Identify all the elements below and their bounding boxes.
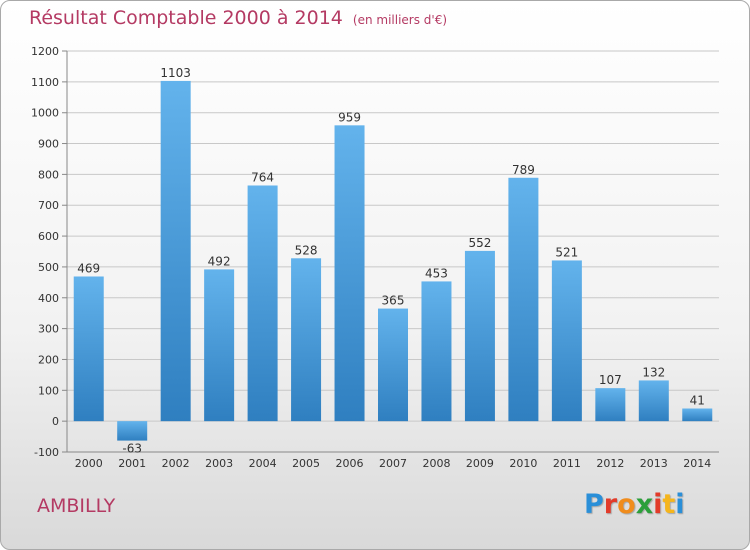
logo-letter: t: [662, 489, 676, 520]
proxiti-logo: Proxiti: [584, 489, 685, 520]
x-tick-label: 2011: [553, 457, 581, 470]
data-label: 365: [382, 294, 405, 308]
x-tick-label: 2003: [205, 457, 233, 470]
data-label: 469: [77, 261, 100, 275]
logo-letter: r: [603, 489, 618, 520]
data-label: 528: [295, 243, 318, 257]
bar: [638, 380, 669, 422]
bar: [464, 250, 495, 422]
bar: [508, 177, 539, 422]
commune-name: AMBILLY: [37, 495, 116, 517]
title-text: Résultat Comptable 2000 à 2014: [29, 7, 343, 29]
bar: [160, 80, 191, 422]
bar: [247, 185, 278, 422]
data-label: 959: [338, 110, 361, 124]
x-tick-label: 2009: [466, 457, 494, 470]
y-tick-label: -100: [34, 446, 59, 459]
logo-letter: i: [675, 489, 685, 520]
data-label: 521: [555, 245, 578, 259]
bar: [291, 258, 322, 422]
logo-letter: i: [653, 489, 663, 520]
chart-title: Résultat Comptable 2000 à 2014 (en millie…: [29, 7, 447, 29]
data-label: 764: [251, 170, 274, 184]
bar: [378, 308, 408, 422]
x-tick-label: 2013: [640, 457, 668, 470]
x-tick-label: 2010: [509, 457, 537, 470]
bar: [595, 388, 626, 422]
x-tick-label: 2008: [422, 457, 450, 470]
logo-letter: o: [617, 489, 636, 520]
title-unit: (en milliers d'€): [352, 13, 448, 27]
bar: [421, 281, 452, 422]
data-label: 107: [599, 373, 622, 387]
bar: [682, 408, 713, 422]
x-tick-label: 2000: [75, 457, 103, 470]
y-tick-label: 600: [38, 230, 59, 243]
x-tick-label: 2002: [162, 457, 190, 470]
data-label: 492: [208, 254, 231, 268]
y-tick-label: 400: [38, 292, 59, 305]
y-tick-label: 700: [38, 199, 59, 212]
x-tick-label: 2014: [683, 457, 711, 470]
y-tick-label: 0: [52, 415, 59, 428]
y-tick-label: 300: [38, 323, 59, 336]
x-tick-label: 2004: [249, 457, 277, 470]
y-tick-label: 1100: [31, 76, 59, 89]
data-label: 1103: [160, 66, 191, 80]
logo-letter: x: [635, 489, 654, 520]
data-label: 453: [425, 266, 448, 280]
y-tick-label: 200: [38, 353, 59, 366]
y-tick-label: 100: [38, 384, 59, 397]
bar: [73, 276, 104, 422]
x-tick-label: 2006: [336, 457, 364, 470]
x-tick-label: 2001: [118, 457, 146, 470]
data-label: 41: [690, 394, 705, 408]
x-tick-label: 2005: [292, 457, 320, 470]
bar: [204, 269, 235, 422]
y-tick-label: 900: [38, 138, 59, 151]
x-tick-label: 2012: [596, 457, 624, 470]
data-label: 552: [468, 236, 491, 250]
bar: [117, 421, 148, 441]
bar: [334, 125, 365, 422]
data-label: -63: [122, 442, 142, 456]
logo-letter: P: [584, 489, 604, 520]
y-tick-label: 1200: [31, 45, 59, 58]
y-tick-label: 500: [38, 261, 59, 274]
x-tick-label: 2007: [379, 457, 407, 470]
data-label: 789: [512, 163, 535, 177]
y-tick-label: 800: [38, 168, 59, 181]
data-label: 132: [642, 365, 665, 379]
bar: [551, 260, 582, 422]
y-tick-label: 1000: [31, 107, 59, 120]
